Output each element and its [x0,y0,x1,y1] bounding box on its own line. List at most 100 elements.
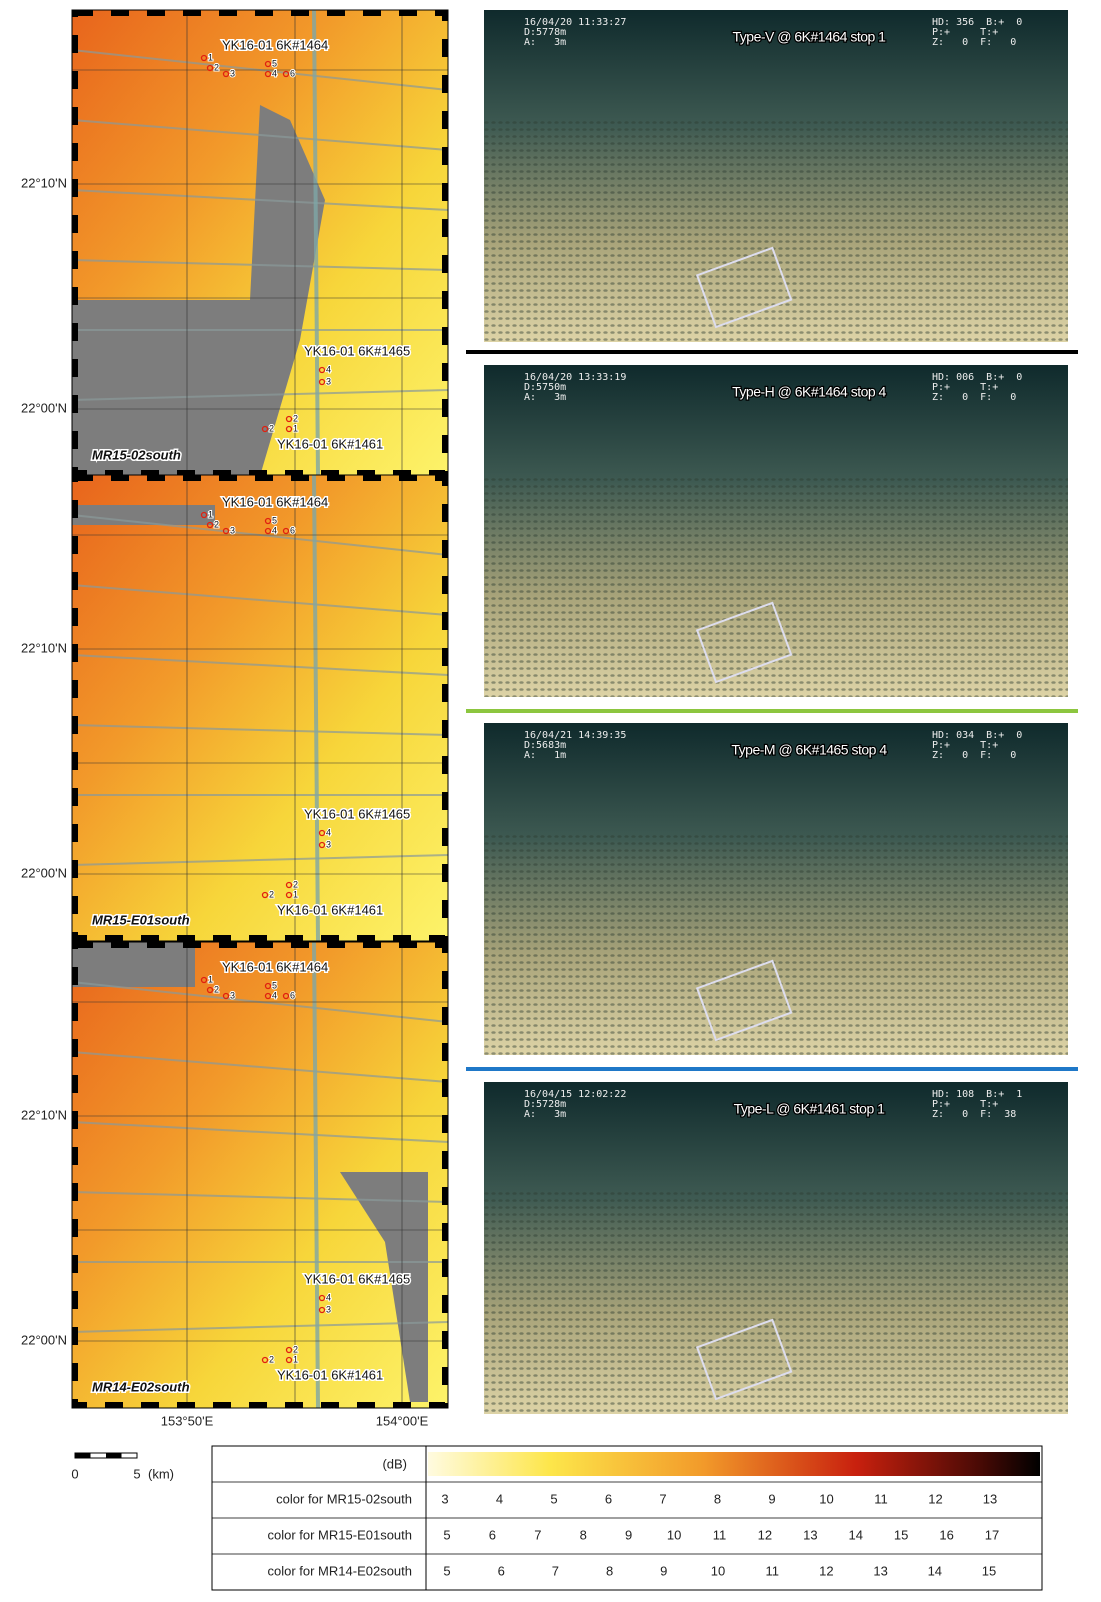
photo-depth: D:5683m [524,740,566,751]
photo-caption: Type-V @ 6K#1464 stop 1 [733,29,887,45]
photo-altitude: A: 3m [524,37,566,48]
site-label: YK16-01 6K#1465 [304,806,410,821]
legend-tick-label: 7 [659,1491,666,1506]
survey-track [71,259,449,271]
sampling-frame [695,246,793,329]
stop-marker [264,992,272,1000]
no-data-area [72,505,215,525]
stop-number: 3 [230,990,235,1000]
stop-marker [261,891,269,899]
photo-caption: Type-M @ 6K#1465 stop 4 [731,742,887,758]
stop-number: 2 [269,423,274,433]
photo-hud: Z: 0 F: 38 [932,1109,1016,1120]
photo-hud: HD: 034 B:+ 0 [932,730,1022,741]
stop-marker [222,527,230,535]
scale-bar-segment [75,1453,91,1458]
stop-number: 5 [272,980,277,990]
legend-tick-label: 9 [625,1527,632,1542]
stop-marker [282,527,290,535]
map-panel [71,9,449,477]
legend-tick-label: 11 [874,1491,888,1506]
stop-number: 2 [214,984,219,994]
site-label: YK16-01 6K#1461 [277,902,383,917]
survey-track [312,941,320,1409]
stop-marker [285,1356,293,1364]
stop-marker [285,891,293,899]
legend-tick-label: 13 [983,1491,997,1506]
latitude-label: 22°10'N [21,1107,67,1122]
legend-tick-label: 5 [550,1491,557,1506]
photo-depth: D:5750m [524,382,566,393]
sampling-frame [695,1318,793,1401]
stop-number: 4 [326,827,331,837]
site-label: YK16-01 6K#1461 [277,436,383,451]
legend-tick-label: 8 [714,1491,721,1506]
stop-marker [264,70,272,78]
color-ramp [428,1452,1040,1476]
longitude-label: 154°00'E [376,1413,429,1428]
photo-timestamp: 16/04/21 14:39:35 [524,730,626,741]
site-label: YK16-01 6K#1464 [222,37,328,52]
stop-number: 2 [269,889,274,899]
photo-altitude: A: 1m [524,750,566,761]
stop-marker [264,60,272,68]
photo-altitude: A: 3m [524,392,566,403]
photo-depth: D:5778m [524,27,566,38]
legend-tick-label: 4 [496,1491,503,1506]
latitude-label: 22°00'N [21,865,67,880]
survey-track [71,119,449,151]
longitude-label: 153°50'E [161,1413,214,1428]
stop-number: 6 [290,990,295,1000]
stop-marker [206,64,214,72]
map-name: MR15-02south [92,447,181,462]
survey-track [312,9,320,477]
legend-tick-label: 9 [768,1491,775,1506]
photo-hud: P:+ T:+ [932,740,998,751]
stop-marker [282,992,290,1000]
nodule-texture [484,120,1068,342]
survey-track [71,1121,449,1143]
latitude-label: 22°10'N [21,175,67,190]
stop-number: 3 [326,376,331,386]
photo-hud: HD: 356 B:+ 0 [932,17,1022,28]
map-frame [72,10,448,476]
stop-marker [261,425,269,433]
stop-marker [200,511,208,519]
legend-tick-label: 10 [819,1491,833,1506]
stop-number: 1 [208,974,213,984]
stop-number: 1 [208,509,213,519]
stop-marker [264,982,272,990]
photo-hud: HD: 006 B:+ 0 [932,372,1022,383]
photo-hud: P:+ T:+ [932,382,998,393]
no-data-area [340,1172,428,1402]
photo-caption: Type-H @ 6K#1464 stop 4 [732,384,886,400]
stop-number: 2 [214,62,219,72]
map-frame [72,475,448,941]
survey-track [71,189,449,211]
stop-marker [200,976,208,984]
stop-marker [264,527,272,535]
latitude-label: 22°00'N [21,1332,67,1347]
scale-label: 5 [133,1466,140,1481]
map-panel [71,941,449,1409]
stop-marker [261,1356,269,1364]
legend-tick-label: 10 [667,1527,681,1542]
survey-track [71,1051,449,1083]
survey-track [71,1191,449,1203]
photo-depth: D:5728m [524,1099,566,1110]
photo-hud: HD: 108 B:+ 1 [932,1089,1022,1100]
stop-marker [318,378,326,386]
site-label: YK16-01 6K#1465 [304,1271,410,1286]
stop-marker [282,70,290,78]
stop-number: 1 [293,889,298,899]
survey-track [312,474,320,942]
stop-marker [318,1294,326,1302]
stop-marker [318,841,326,849]
stop-number: 6 [290,525,295,535]
survey-track [71,654,449,676]
stop-number: 2 [293,413,298,423]
stop-number: 4 [272,525,277,535]
legend-tick-label: 3 [441,1491,448,1506]
photo-hud: Z: 0 F: 0 [932,750,1016,761]
